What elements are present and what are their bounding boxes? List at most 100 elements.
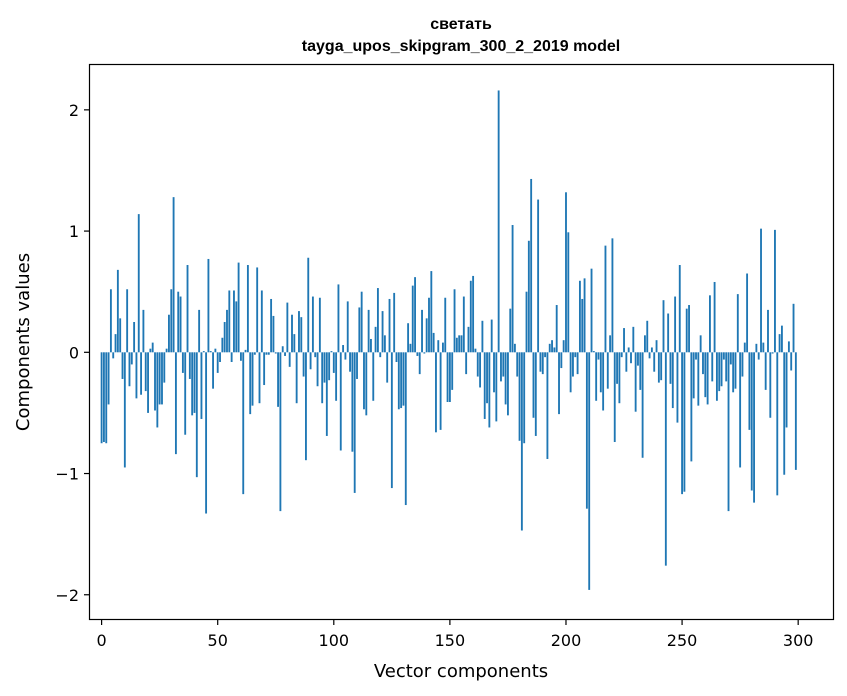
x-axis-ticks: 0 50 100 150 200 250 300 (97, 619, 813, 650)
bar-63 (246, 265, 249, 353)
bar-260 (704, 352, 707, 398)
bar-83 (293, 334, 296, 353)
bar-244 (667, 313, 670, 353)
bar-162 (476, 352, 479, 377)
bar-90 (309, 352, 312, 370)
bar-161 (474, 348, 477, 353)
bar-24 (156, 352, 159, 428)
bar-237 (650, 347, 653, 353)
bar-136 (416, 352, 419, 356)
bar-130 (402, 352, 405, 406)
bar-60 (239, 352, 242, 361)
bar-220 (611, 238, 614, 353)
bar-207 (581, 298, 584, 353)
bar-94 (318, 297, 321, 353)
bar-117 (372, 352, 375, 401)
bar-12 (128, 352, 131, 387)
bar-129 (400, 352, 403, 409)
bar-76 (277, 352, 279, 407)
bar-187 (534, 352, 537, 436)
bar-265 (715, 352, 718, 401)
bar-109 (353, 352, 356, 493)
bar-202 (569, 352, 572, 393)
bar-35 (181, 352, 184, 373)
bar-43 (200, 352, 203, 419)
x-tick-label-50: 50 (208, 631, 228, 650)
bar-252 (685, 308, 688, 353)
bar-16 (137, 214, 140, 353)
bar-42 (198, 309, 201, 353)
bar-268 (722, 352, 725, 360)
bar-157 (465, 352, 468, 375)
bar-80 (286, 302, 289, 353)
y-tick-label--2: −2 (55, 586, 79, 605)
x-axis-label: Vector components (374, 661, 548, 682)
bar-256 (695, 352, 697, 360)
y-tick-label-0: 0 (69, 343, 79, 362)
bar-78 (281, 346, 284, 353)
bar-178 (513, 343, 516, 353)
bar-253 (688, 305, 690, 353)
bar-214 (597, 352, 600, 360)
bar-38 (188, 352, 191, 379)
y-axis-label: Components values (13, 253, 34, 431)
bar-102 (337, 284, 340, 353)
bar-144 (435, 352, 437, 433)
bar-133 (409, 343, 412, 353)
bar-147 (442, 342, 444, 353)
bar-227 (627, 347, 630, 353)
bar-3 (107, 352, 110, 405)
bar-138 (421, 309, 423, 353)
bar-25 (158, 352, 161, 405)
y-axis-ticks: −2 −1 0 1 2 (55, 101, 90, 605)
bar-124 (388, 298, 391, 353)
bar-266 (718, 352, 721, 392)
bar-289 (771, 352, 774, 354)
bar-168 (490, 319, 493, 353)
bar-40 (193, 352, 196, 413)
bar-113 (363, 352, 365, 410)
bar-137 (418, 352, 421, 375)
bar-131 (404, 352, 407, 506)
bar-205 (576, 352, 579, 375)
bar-287 (767, 309, 769, 353)
bar-251 (683, 352, 686, 492)
bar-186 (532, 352, 535, 418)
bar-285 (762, 342, 765, 353)
bar-150 (448, 352, 451, 402)
bar-67 (256, 267, 259, 353)
bar-58 (235, 301, 238, 353)
bar-206 (578, 280, 581, 353)
chart-title: светать (430, 16, 492, 33)
bar-211 (590, 268, 593, 353)
bar-65 (251, 352, 254, 406)
bar-68 (258, 352, 261, 404)
bar-163 (479, 352, 482, 388)
bar-230 (634, 352, 637, 412)
bar-99 (330, 351, 333, 353)
bar-98 (328, 352, 331, 381)
x-tick-label-250: 250 (667, 631, 698, 650)
bar-235 (646, 320, 649, 353)
bar-152 (453, 289, 456, 353)
bar-39 (191, 352, 194, 416)
bar-19 (144, 352, 147, 392)
chart-subtitle: tayga_upos_skipgram_300_2_2019 model (302, 38, 620, 55)
bar-49 (214, 348, 217, 353)
bar-297 (790, 352, 793, 371)
bar-100 (332, 352, 335, 373)
bar-70 (263, 352, 266, 386)
bar-30 (170, 289, 173, 353)
bar-170 (495, 352, 498, 422)
bar-249 (678, 265, 681, 353)
x-tick-label-150: 150 (435, 631, 466, 650)
bar-105 (344, 352, 347, 360)
bar-13 (130, 352, 133, 365)
bar-188 (537, 199, 540, 353)
bar-169 (493, 352, 495, 393)
bar-275 (739, 352, 742, 468)
bar-126 (393, 292, 396, 353)
bar-158 (467, 326, 470, 353)
bar-34 (179, 296, 182, 353)
